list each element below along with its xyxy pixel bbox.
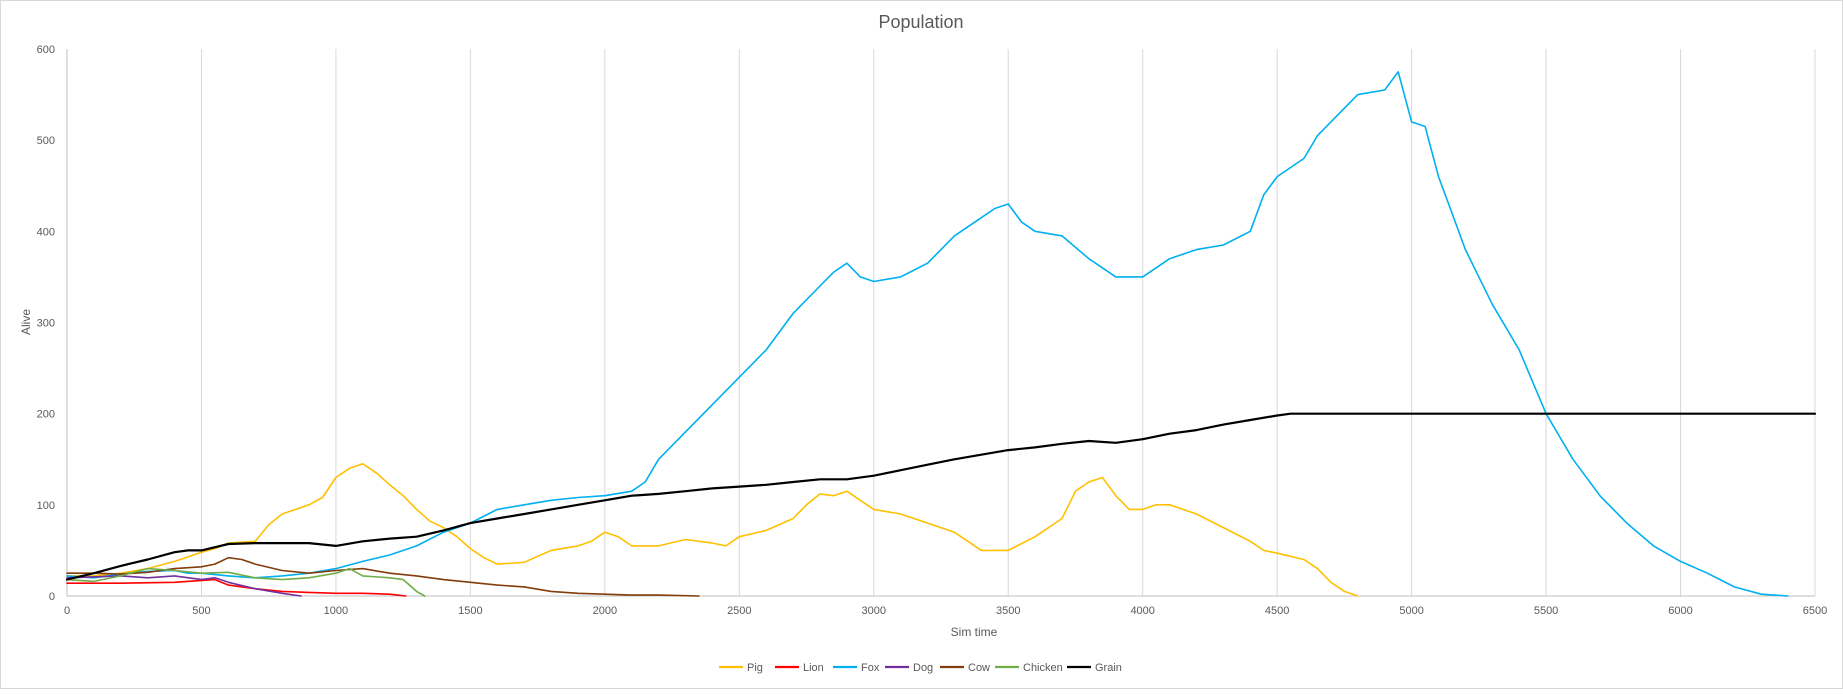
legend-label: Dog — [913, 662, 933, 674]
series-lines — [65, 71, 1817, 597]
y-tick-label: 200 — [37, 409, 55, 421]
series-line-pig — [66, 462, 1359, 597]
legend-label: Fox — [861, 662, 880, 674]
x-tick-label: 6500 — [1803, 605, 1827, 617]
x-tick-label: 2000 — [593, 605, 617, 617]
legend-item-chicken: Chicken — [995, 662, 1063, 674]
x-tick-label: 3500 — [996, 605, 1020, 617]
y-tick-label: 400 — [37, 226, 55, 238]
y-tick-label: 600 — [37, 44, 55, 56]
series-line-dog — [66, 575, 302, 597]
legend-item-grain: Grain — [1067, 662, 1122, 674]
y-tick-label: 500 — [37, 135, 55, 147]
x-tick-label: 500 — [192, 605, 210, 617]
series-line-fox — [66, 71, 1789, 597]
y-axis-title: Alive — [19, 309, 33, 335]
gridlines — [200, 49, 1816, 596]
chart-title: Population — [878, 12, 963, 32]
series-line-grain — [65, 412, 1817, 581]
x-tick-label: 2500 — [727, 605, 751, 617]
legend-label: Grain — [1095, 662, 1122, 674]
x-axis-title: Sim time — [951, 625, 998, 639]
x-tick-label: 1000 — [324, 605, 348, 617]
y-tick-label: 100 — [37, 500, 55, 512]
legend-item-pig: Pig — [719, 662, 763, 674]
legend-label: Pig — [747, 662, 763, 674]
x-tick-label: 1500 — [458, 605, 482, 617]
x-tick-label: 0 — [64, 605, 70, 617]
legend-item-dog: Dog — [885, 662, 933, 674]
legend-item-lion: Lion — [775, 662, 824, 674]
legend-label: Lion — [803, 662, 824, 674]
series-line-chicken — [66, 567, 426, 597]
series-line-lion — [66, 578, 407, 597]
x-tick-label: 4500 — [1265, 605, 1289, 617]
x-tick-label: 5500 — [1534, 605, 1558, 617]
y-tick-label: 300 — [37, 318, 55, 330]
legend: Pig Lion Fox Dog Cow Chicken Grain — [719, 662, 1122, 674]
x-tick-label: 4000 — [1130, 605, 1154, 617]
legend-label: Chicken — [1023, 662, 1063, 674]
series-line-cow — [66, 556, 700, 597]
legend-item-fox: Fox — [833, 662, 880, 674]
legend-label: Cow — [968, 662, 990, 674]
axes — [66, 49, 1815, 597]
tick-labels: 0 500 1000 1500 2000 2500 3000 3500 4000 4500 5000… — [37, 44, 1828, 617]
x-tick-label: 5000 — [1399, 605, 1423, 617]
x-tick-label: 3000 — [862, 605, 886, 617]
x-tick-label: 6000 — [1668, 605, 1692, 617]
legend-item-cow: Cow — [940, 662, 990, 674]
y-tick-label: 0 — [49, 591, 55, 603]
